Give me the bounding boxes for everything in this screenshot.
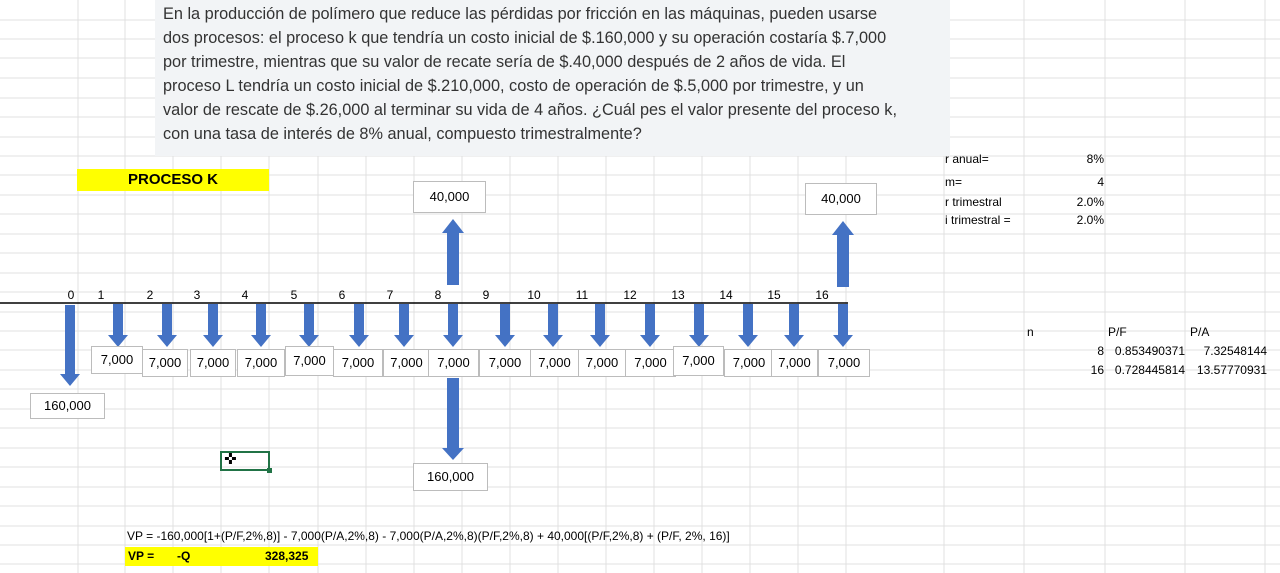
operating-cost-arrow bbox=[738, 304, 758, 347]
period-tick: 12 bbox=[623, 288, 637, 302]
operating-cost-box: 7,000 bbox=[428, 349, 479, 377]
operating-cost-box: 7,000 bbox=[625, 349, 676, 377]
operating-cost-box: 7,000 bbox=[383, 349, 430, 377]
operating-cost-box: 7,000 bbox=[237, 349, 285, 377]
m-value: 4 bbox=[1097, 175, 1104, 189]
salvage-arrow-8 bbox=[442, 219, 464, 285]
initial-cost-box: 160,000 bbox=[30, 393, 105, 419]
operating-cost-arrow bbox=[108, 304, 128, 347]
r-trimestral-value: 2.0% bbox=[1076, 195, 1104, 209]
factor-pa-16: 13.57770931 bbox=[1196, 363, 1267, 377]
operating-cost-arrow bbox=[689, 304, 709, 347]
period-tick: 8 bbox=[434, 288, 442, 302]
operating-cost-box: 7,000 bbox=[578, 349, 626, 377]
problem-line: con una tasa de interés de 8% anual, com… bbox=[163, 125, 642, 143]
cursor-plus-icon: ✜ bbox=[224, 451, 237, 468]
operating-cost-arrow bbox=[349, 304, 369, 347]
operating-cost-box: 7,000 bbox=[285, 346, 334, 376]
period-tick: 2 bbox=[146, 288, 154, 302]
period-tick: 9 bbox=[482, 288, 490, 302]
period-tick: 0 bbox=[67, 288, 75, 302]
period-tick: 16 bbox=[815, 288, 829, 302]
factor-pf-8: 0.853490371 bbox=[1114, 344, 1185, 358]
period-tick: 3 bbox=[193, 288, 201, 302]
operating-cost-arrow bbox=[443, 304, 463, 347]
selected-cell[interactable] bbox=[220, 451, 272, 473]
operating-cost-box: 7,000 bbox=[673, 346, 724, 376]
vp-formula: VP = -160,000[1+(P/F,2%,8)] - 7,000(P/A,… bbox=[127, 529, 730, 543]
operating-cost-arrow bbox=[157, 304, 177, 347]
salvage-box-16: 40,000 bbox=[805, 183, 877, 215]
m-label: m= bbox=[945, 175, 963, 189]
i-trimestral-value: 2.0% bbox=[1076, 213, 1104, 227]
operating-cost-arrow bbox=[784, 304, 804, 347]
salvage-box-8: 40,000 bbox=[413, 181, 486, 213]
problem-line: proceso L tendría un costo inicial de $.… bbox=[163, 77, 864, 95]
period-tick: 5 bbox=[290, 288, 298, 302]
factor-pf-16: 0.728445814 bbox=[1114, 363, 1185, 377]
salvage-arrow-16 bbox=[832, 221, 854, 287]
operating-cost-arrow bbox=[299, 304, 319, 347]
problem-line: valor de rescate de $.26,000 al terminar… bbox=[163, 101, 897, 119]
vp-label: VP = bbox=[128, 549, 155, 563]
operating-cost-box: 7,000 bbox=[530, 349, 579, 377]
period-tick: 13 bbox=[671, 288, 685, 302]
period-tick: 10 bbox=[527, 288, 541, 302]
operating-cost-arrow bbox=[640, 304, 660, 347]
i-trimestral-label: i trimestral = bbox=[945, 213, 1011, 227]
operating-cost-arrow bbox=[251, 304, 271, 347]
operating-cost-arrow bbox=[590, 304, 610, 347]
initial-cost-arrow bbox=[60, 305, 80, 386]
factor-header-pf: P/F bbox=[1108, 325, 1127, 339]
operating-cost-box: 7,000 bbox=[724, 349, 774, 377]
period-tick: 14 bbox=[719, 288, 733, 302]
problem-line: En la producción de polímero que reduce … bbox=[163, 5, 878, 23]
factor-header-pa: P/A bbox=[1190, 325, 1210, 339]
operating-cost-arrow bbox=[203, 304, 223, 347]
replacement-cost-box: 160,000 bbox=[413, 463, 488, 491]
factor-n-8: 8 bbox=[1097, 344, 1104, 358]
fill-handle[interactable] bbox=[267, 468, 272, 473]
operating-cost-box: 7,000 bbox=[142, 349, 188, 377]
operating-cost-box: 7,000 bbox=[818, 349, 870, 377]
period-tick: 7 bbox=[386, 288, 394, 302]
vp-expr: -Q bbox=[177, 549, 191, 563]
problem-line: dos procesos: el proceso k que tendría u… bbox=[163, 29, 887, 47]
operating-cost-box: 7,000 bbox=[771, 349, 818, 377]
replacement-cost-arrow bbox=[442, 378, 464, 460]
problem-statement: En la producción de polímero que reduce … bbox=[155, 0, 950, 156]
factor-header-n: n bbox=[1027, 325, 1034, 339]
operating-cost-arrow bbox=[833, 304, 853, 347]
operating-cost-arrow bbox=[394, 304, 414, 347]
r-trimestral-label: r trimestral bbox=[945, 195, 1002, 209]
factor-pa-8: 7.32548144 bbox=[1203, 344, 1267, 358]
problem-line: por trimestre, mientras que su valor de … bbox=[163, 53, 846, 71]
period-tick: 11 bbox=[575, 288, 589, 302]
factor-n-16: 16 bbox=[1090, 363, 1104, 377]
period-tick: 15 bbox=[767, 288, 781, 302]
operating-cost-arrow bbox=[495, 304, 515, 347]
vp-result: VP = -Q 328,325 bbox=[125, 547, 318, 566]
operating-cost-arrow bbox=[543, 304, 563, 347]
period-tick: 6 bbox=[338, 288, 346, 302]
period-tick: 1 bbox=[97, 288, 105, 302]
r-anual-value: 8% bbox=[1086, 152, 1104, 166]
r-anual-label: r anual= bbox=[945, 152, 989, 166]
vp-value: 328,325 bbox=[265, 549, 309, 563]
operating-cost-box: 7,000 bbox=[479, 349, 531, 377]
operating-cost-box: 7,000 bbox=[333, 349, 383, 377]
operating-cost-box: 7,000 bbox=[190, 349, 236, 377]
proceso-k-label: PROCESO K bbox=[77, 169, 269, 191]
period-tick: 4 bbox=[241, 288, 249, 302]
operating-cost-box: 7,000 bbox=[91, 346, 143, 374]
